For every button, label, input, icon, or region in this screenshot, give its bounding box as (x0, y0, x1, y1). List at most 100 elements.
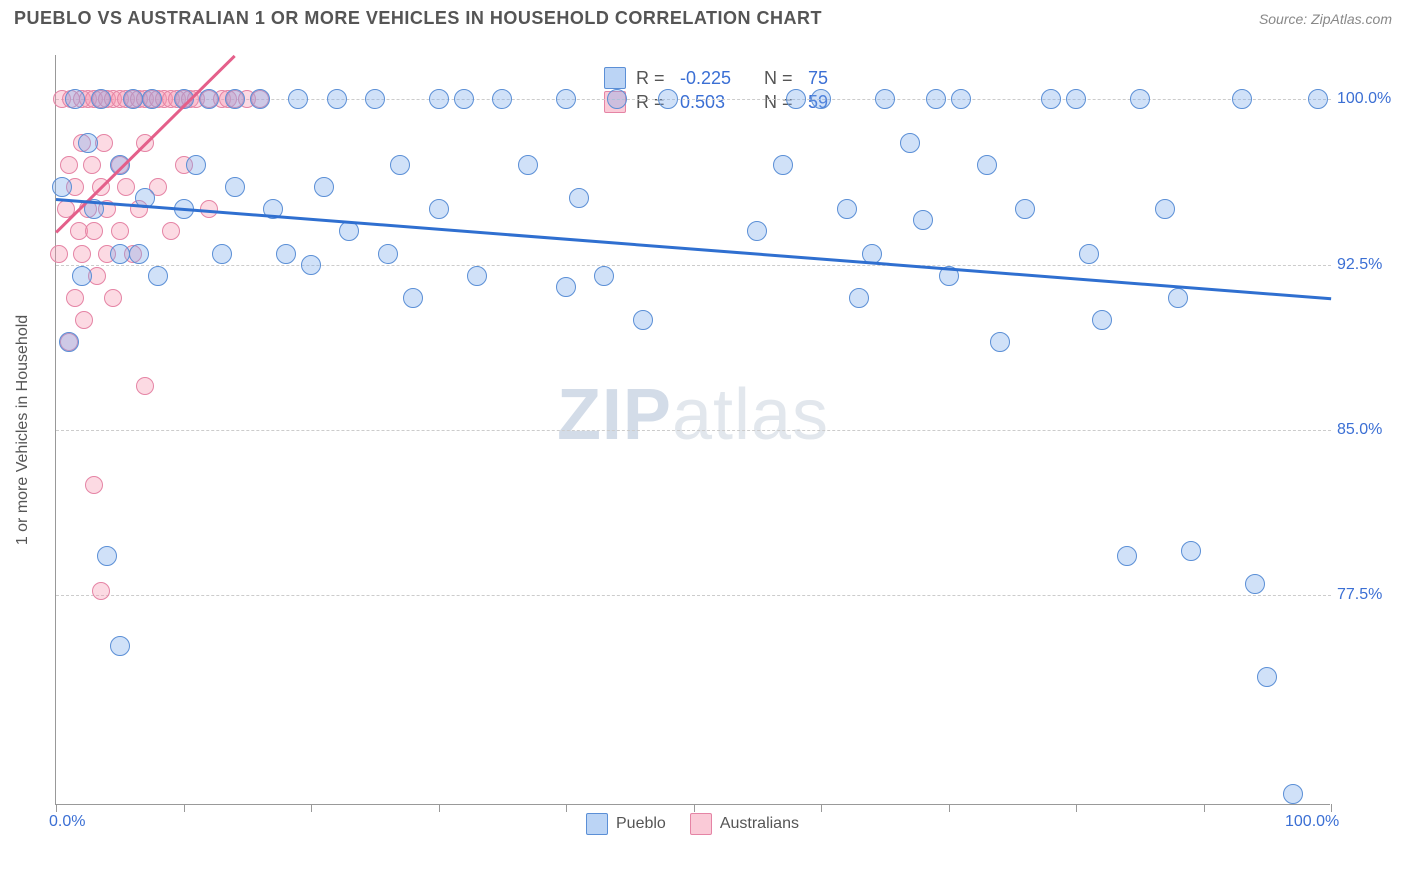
point-pueblo (390, 155, 410, 175)
point-pueblo (65, 89, 85, 109)
point-pueblo (148, 266, 168, 286)
point-pueblo (110, 155, 130, 175)
point-pueblo (747, 221, 767, 241)
point-pueblo (492, 89, 512, 109)
x-tick (184, 804, 185, 812)
legend-series: Pueblo Australians (55, 813, 1330, 835)
point-pueblo (1308, 89, 1328, 109)
point-pueblo (78, 133, 98, 153)
point-pueblo (556, 89, 576, 109)
point-pueblo (212, 244, 232, 264)
n-label: N = (764, 68, 798, 89)
point-pueblo (1181, 541, 1201, 561)
point-pueblo (1066, 89, 1086, 109)
point-pueblo (658, 89, 678, 109)
point-pueblo (633, 310, 653, 330)
r-value: -0.225 (680, 68, 754, 89)
y-tick-label: 85.0% (1337, 421, 1382, 439)
point-pueblo (594, 266, 614, 286)
x-tick (949, 804, 950, 812)
point-pueblo (378, 244, 398, 264)
point-australians (60, 156, 78, 174)
point-pueblo (429, 89, 449, 109)
point-australians (136, 377, 154, 395)
source-attribution: Source: ZipAtlas.com (1259, 11, 1392, 27)
r-label: R = (636, 68, 670, 89)
point-pueblo (1283, 784, 1303, 804)
point-pueblo (59, 332, 79, 352)
x-tick (566, 804, 567, 812)
y-axis-title: 1 or more Vehicles in Household (14, 315, 32, 545)
x-tick (694, 804, 695, 812)
chart-container: 1 or more Vehicles in Household ZIPatlas… (55, 55, 1385, 825)
point-pueblo (97, 546, 117, 566)
swatch-australians (690, 813, 712, 835)
gridline (56, 265, 1331, 266)
point-pueblo (225, 89, 245, 109)
point-australians (85, 476, 103, 494)
point-pueblo (225, 177, 245, 197)
point-pueblo (467, 266, 487, 286)
point-pueblo (365, 89, 385, 109)
point-pueblo (849, 288, 869, 308)
point-pueblo (1130, 89, 1150, 109)
point-australians (162, 222, 180, 240)
point-pueblo (276, 244, 296, 264)
point-pueblo (250, 89, 270, 109)
point-pueblo (52, 177, 72, 197)
point-australians (73, 245, 91, 263)
point-pueblo (314, 177, 334, 197)
point-pueblo (1117, 546, 1137, 566)
regression-pueblo (56, 198, 1331, 300)
point-pueblo (990, 332, 1010, 352)
point-pueblo (1168, 288, 1188, 308)
point-pueblo (951, 89, 971, 109)
x-tick (1331, 804, 1332, 812)
point-pueblo (403, 288, 423, 308)
x-tick (56, 804, 57, 812)
point-pueblo (913, 210, 933, 230)
point-pueblo (556, 277, 576, 297)
point-pueblo (875, 89, 895, 109)
point-pueblo (1155, 199, 1175, 219)
point-pueblo (977, 155, 997, 175)
point-australians (50, 245, 68, 263)
point-pueblo (900, 133, 920, 153)
legend-label: Pueblo (616, 815, 666, 833)
point-australians (104, 289, 122, 307)
point-australians (111, 222, 129, 240)
swatch-pueblo (586, 813, 608, 835)
point-pueblo (773, 155, 793, 175)
watermark: ZIPatlas (557, 374, 829, 456)
r-value: 0.503 (680, 92, 754, 113)
point-pueblo (454, 89, 474, 109)
legend-label: Australians (720, 815, 799, 833)
n-value: 75 (808, 68, 882, 89)
point-pueblo (1079, 244, 1099, 264)
point-pueblo (91, 89, 111, 109)
point-pueblo (129, 244, 149, 264)
point-pueblo (1041, 89, 1061, 109)
point-pueblo (1092, 310, 1112, 330)
point-pueblo (786, 89, 806, 109)
y-tick-label: 77.5% (1337, 586, 1382, 604)
point-pueblo (1015, 199, 1035, 219)
point-pueblo (123, 89, 143, 109)
point-pueblo (110, 244, 130, 264)
point-pueblo (327, 89, 347, 109)
point-pueblo (110, 636, 130, 656)
point-pueblo (199, 89, 219, 109)
page-title: PUEBLO VS AUSTRALIAN 1 OR MORE VEHICLES … (14, 8, 822, 29)
point-pueblo (1232, 89, 1252, 109)
point-pueblo (288, 89, 308, 109)
legend-item: Australians (690, 813, 799, 835)
point-pueblo (1245, 574, 1265, 594)
point-pueblo (837, 199, 857, 219)
legend-stats-row: R = -0.225 N = 75 (604, 67, 882, 89)
point-pueblo (301, 255, 321, 275)
gridline (56, 430, 1331, 431)
point-pueblo (429, 199, 449, 219)
point-pueblo (72, 266, 92, 286)
point-pueblo (811, 89, 831, 109)
x-tick (311, 804, 312, 812)
